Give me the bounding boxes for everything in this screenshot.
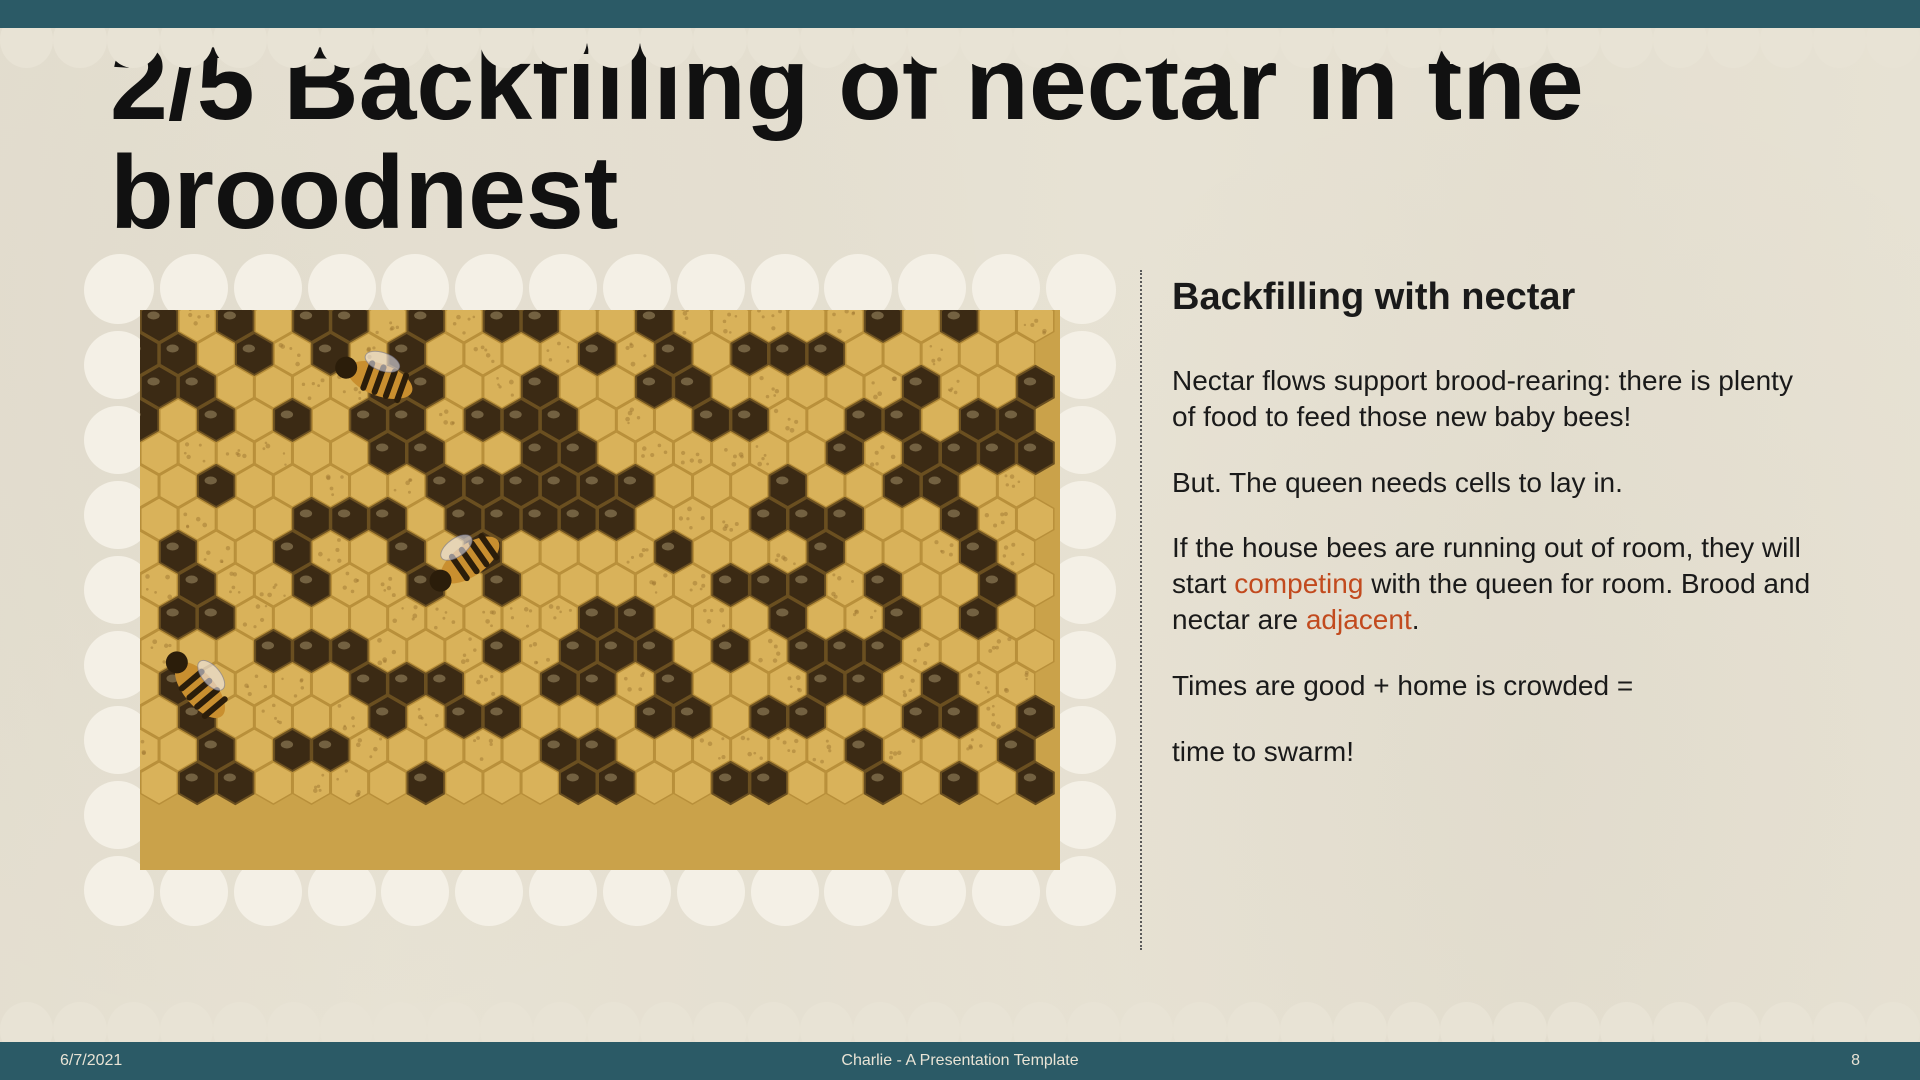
paragraph-3: If the house bees are running out of roo…: [1172, 530, 1812, 637]
body-text: Nectar flows support brood-rearing: ther…: [1172, 363, 1812, 770]
p3-part-c: .: [1412, 604, 1420, 635]
p3-highlight-1: competing: [1234, 568, 1363, 599]
paragraph-4: Times are good + home is crowded =: [1172, 668, 1812, 704]
image-column: [90, 270, 1110, 990]
honeycomb-image: [140, 310, 1060, 870]
footer-template-name: Charlie - A Presentation Template: [841, 1042, 1078, 1080]
paragraph-1: Nectar flows support brood-rearing: ther…: [1172, 363, 1812, 435]
image-scallop-frame: [100, 270, 1100, 910]
footer-date: 6/7/2021: [60, 1042, 122, 1080]
top-band: [0, 0, 1920, 28]
p3-highlight-2: adjacent: [1306, 604, 1412, 635]
paragraph-5: time to swarm!: [1172, 734, 1812, 770]
vertical-divider: [1140, 270, 1142, 950]
paragraph-2: But. The queen needs cells to lay in.: [1172, 465, 1812, 501]
content-area: Backfilling with nectar Nectar flows sup…: [90, 270, 1860, 990]
footer-page-number: 8: [1851, 1042, 1860, 1080]
slide-title: 2/5 Backfilling of nectar in the broodne…: [110, 30, 1860, 248]
sub-heading: Backfilling with nectar: [1172, 276, 1812, 319]
text-column: Backfilling with nectar Nectar flows sup…: [1172, 270, 1812, 990]
